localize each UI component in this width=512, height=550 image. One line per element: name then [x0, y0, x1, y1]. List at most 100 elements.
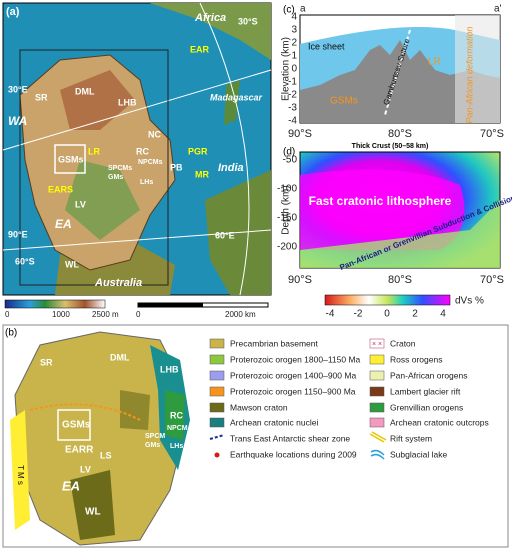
y-tick-label: 3 — [291, 25, 297, 36]
legend-label: Trans East Antarctic shear zone — [230, 433, 350, 443]
map-label: GMs — [108, 174, 123, 181]
y-tick-label: -200 — [277, 242, 297, 253]
map-label: RC — [136, 146, 149, 156]
pan-african-zone — [455, 15, 500, 123]
x-tick-label: 80°S — [388, 274, 412, 286]
map-label: LR — [88, 146, 100, 156]
legend-label: Rift system — [390, 433, 432, 443]
legend-swatch — [369, 386, 385, 397]
map-label: DML — [110, 352, 130, 362]
frame-b — [19, 49, 169, 286]
y-tick-label: -50 — [283, 155, 298, 166]
y-tick-label: -100 — [277, 184, 297, 195]
suture-line — [384, 29, 411, 116]
legend-swatch — [369, 402, 385, 413]
y-tick-label: 1 — [291, 51, 297, 62]
map-label: LV — [75, 199, 86, 209]
x-tick-label: 70°S — [480, 274, 504, 286]
scale-label: 2000 km — [225, 310, 256, 319]
colorbar-label: 2500 m — [92, 310, 119, 319]
map-label: LHB — [118, 97, 137, 107]
map-label: 90°E — [8, 229, 28, 239]
annotation: LR — [428, 57, 441, 68]
map-label: DML — [75, 86, 95, 96]
map-label: GMs — [145, 442, 160, 449]
legend-swatch — [369, 431, 387, 443]
colorbar-label: -4 — [326, 309, 335, 320]
wilkes — [70, 470, 115, 540]
fast-lithosphere — [300, 169, 465, 250]
map-label: PB — [170, 162, 183, 172]
annotation: Pan-African deformation — [464, 26, 474, 123]
map-label: LHs — [170, 443, 183, 450]
profile-end: a' — [494, 4, 502, 15]
panel-label: (d) — [283, 147, 295, 158]
x-tick-label: 90°S — [288, 128, 312, 140]
y-tick-label: 2 — [291, 38, 297, 49]
map-label: WL — [85, 507, 101, 518]
map-label: EA — [62, 478, 80, 493]
panel-a: (a) Africa EAR Madagascar India Australi… — [2, 2, 272, 319]
map-label: 60°E — [215, 230, 235, 240]
legend-swatch — [369, 338, 385, 349]
scale-label: 0 — [136, 310, 141, 319]
highlands — [60, 70, 135, 130]
map-label: RC — [170, 410, 183, 420]
elevation-colorbar — [4, 299, 106, 309]
legend-swatch — [209, 338, 225, 349]
legend-swatch — [214, 452, 220, 458]
legend-swatch — [369, 370, 385, 381]
top-note: Thick Crust (50–58 km) — [352, 143, 429, 150]
y-tick-label: -3 — [288, 103, 297, 114]
panel-c: (c) a a' Elevation (km) 4 3 2 1 0 -1 -2 … — [281, 4, 504, 140]
panel-frame — [2, 324, 509, 548]
y-tick-label: -150 — [277, 213, 297, 224]
map-label: India — [218, 162, 244, 174]
slow-zone — [300, 200, 500, 268]
map-label: NPCMs — [138, 159, 163, 166]
colorbar-label: -2 — [354, 309, 363, 320]
map-label: 30°E — [8, 84, 28, 94]
colorbar-label: 0 — [384, 309, 390, 320]
antarctica — [19, 54, 176, 271]
legend-swatch — [369, 417, 385, 428]
meridian — [2, 229, 272, 251]
legend-label: Proterozoic orogen 1150–900 Ma — [230, 386, 356, 396]
panel-label: (a) — [6, 6, 20, 18]
legend-swatch — [209, 354, 225, 365]
map-label: SPCMs — [108, 165, 132, 172]
map-label: EARR — [65, 445, 94, 456]
map-label: PGR — [188, 146, 208, 156]
shear-zone — [29, 403, 141, 421]
legend-swatch — [209, 386, 225, 397]
colorbar-unit: dVs % — [455, 296, 484, 307]
gsms-box — [57, 409, 91, 441]
map-label: WL — [65, 259, 79, 269]
map-label: LS — [100, 450, 112, 460]
mawson — [120, 390, 150, 430]
ross — [10, 410, 30, 530]
annotation: Ice sheet — [308, 41, 345, 51]
y-axis-label: Depth (km) — [281, 185, 292, 234]
y-tick-label: -2 — [288, 90, 297, 101]
meridian — [2, 69, 272, 151]
legend-swatch — [209, 370, 225, 381]
africa — [150, 3, 271, 60]
y-ticks: 4 3 2 1 0 -1 -2 -3 -4 — [288, 12, 297, 127]
legend-label: Archean cratonic outcrops — [390, 417, 489, 427]
parallel — [199, 2, 250, 296]
profile-end: a — [300, 4, 306, 15]
map-label: T M s — [16, 465, 25, 485]
y-tick-label: 0 — [291, 64, 297, 75]
legend-label: Proterozoic orogen 1800–1150 Ma — [230, 354, 361, 364]
map-label: SR — [35, 92, 48, 102]
x-tick-label: 90°S — [288, 274, 312, 286]
legend-label: Precambrian basement — [230, 338, 319, 348]
scale-bar-half — [138, 303, 203, 307]
map-label: Australia — [94, 277, 142, 289]
map-label: GSMs — [58, 154, 84, 164]
colorbar-label: 4 — [440, 309, 446, 320]
legend-swatch: × × — [372, 341, 382, 348]
rayner — [165, 390, 185, 440]
